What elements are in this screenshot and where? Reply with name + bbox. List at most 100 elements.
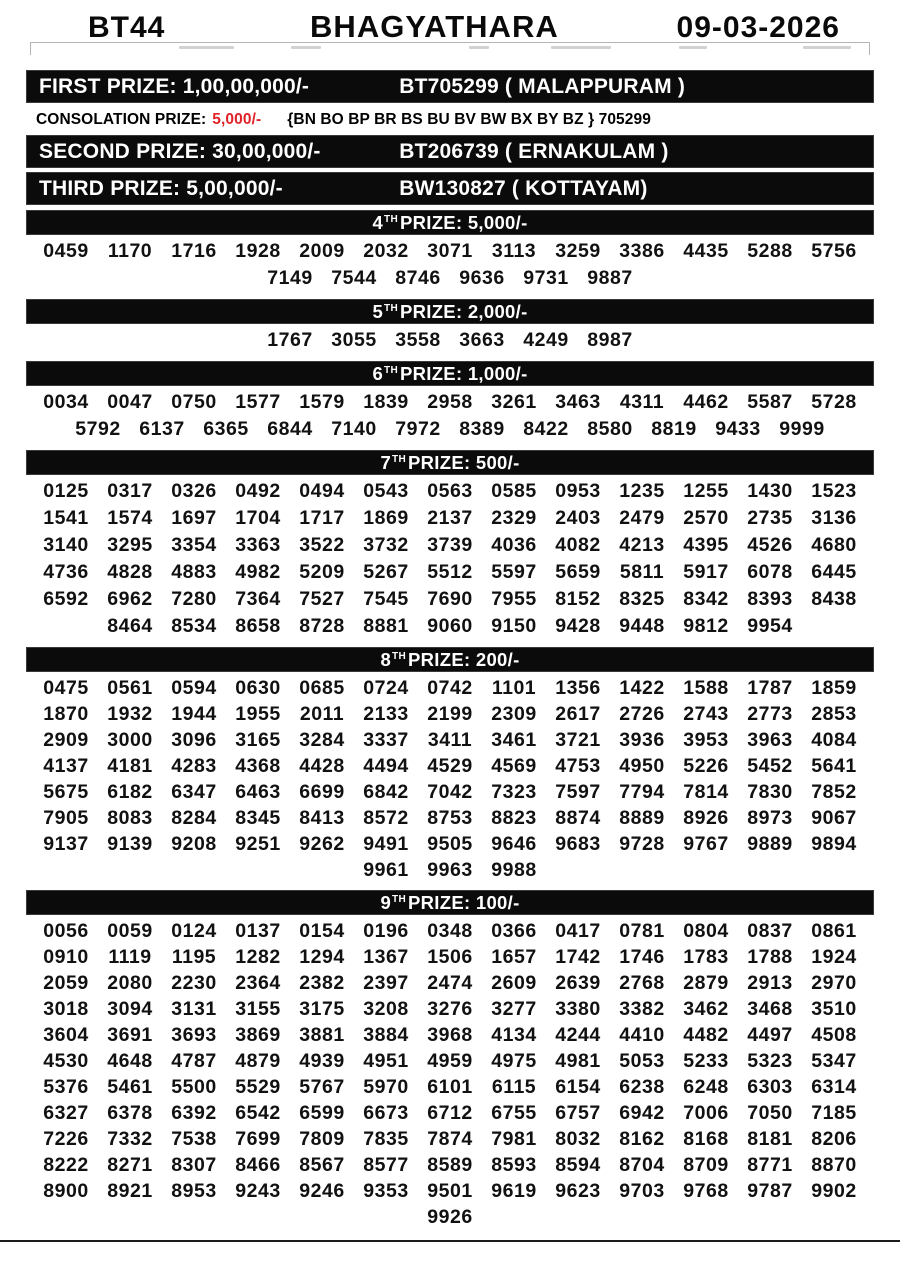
prize-number: 8987 <box>587 329 633 351</box>
tier-7-numbers: 0125 0317 0326 0492 0494 0543 0563 0585 0953 1235… <box>0 477 900 642</box>
prize-number: 2009 <box>299 240 345 262</box>
prize-number: 2970 <box>811 972 857 994</box>
prize-number: 1577 <box>235 391 281 413</box>
number-row: 0475 0561 0594 0630 0685 0724 0742 1101 1356 1422… <box>0 675 900 701</box>
prize-number: 9999 <box>779 418 825 440</box>
first-prize-label: FIRST PRIZE: 1,00,00,000/- <box>39 74 310 98</box>
prize-number: 9683 <box>555 833 601 855</box>
prize-number: 1579 <box>299 391 345 413</box>
prize-number: 3337 <box>363 729 409 751</box>
second-prize-winner: BT206739 ( ERNAKULAM ) <box>399 139 669 163</box>
prize-number: 6592 <box>43 588 89 610</box>
prize-number: 4981 <box>555 1050 601 1072</box>
prize-number: 3071 <box>427 240 473 262</box>
prize-number: 3055 <box>331 329 377 351</box>
prize-number: 9353 <box>363 1180 409 1202</box>
prize-number: 4959 <box>427 1050 473 1072</box>
tier-rank: 5 <box>372 300 384 322</box>
prize-number: 3382 <box>619 998 665 1020</box>
tier-6-numbers: 0034 0047 0750 1577 1579 1839 2958 3261 3463 4311… <box>0 388 900 445</box>
prize-number: 7830 <box>747 781 793 803</box>
prize-number: 0475 <box>43 677 89 699</box>
prize-number: 0561 <box>107 677 153 699</box>
prize-number: 6942 <box>619 1102 665 1124</box>
prize-number: 3354 <box>171 534 217 556</box>
prize-number: 0154 <box>299 920 345 942</box>
prize-number: 9243 <box>235 1180 281 1202</box>
prize-number: 9926 <box>427 1206 473 1228</box>
prize-number: 5452 <box>747 755 793 777</box>
prize-number: 6137 <box>139 418 185 440</box>
prize-number: 7545 <box>363 588 409 610</box>
prize-number: 7981 <box>491 1128 537 1150</box>
prize-number: 0417 <box>555 920 601 942</box>
prize-number: 7597 <box>555 781 601 803</box>
prize-number: 6378 <box>107 1102 153 1124</box>
prize-number: 3604 <box>43 1024 89 1046</box>
prize-number: 1839 <box>363 391 409 413</box>
prize-number: 4213 <box>619 534 665 556</box>
prize-number: 0047 <box>107 391 153 413</box>
draw-date: 09-03-2026 <box>676 11 840 44</box>
prize-number: 9646 <box>491 833 537 855</box>
prize-number: 8032 <box>555 1128 601 1150</box>
prize-number: 8284 <box>171 807 217 829</box>
prize-number: 1932 <box>107 703 153 725</box>
prize-number: 2913 <box>747 972 793 994</box>
prize-number: 3136 <box>811 507 857 529</box>
prize-number: 2726 <box>619 703 665 725</box>
cropped-row-strip <box>30 42 870 55</box>
lottery-name: BHAGYATHARA <box>310 9 559 44</box>
prize-number: 1294 <box>299 946 345 968</box>
prize-number: 8307 <box>171 1154 217 1176</box>
tier-5-prize-bar: 5 TH PRIZE: 2,000/- <box>26 299 874 324</box>
number-row: 4736 4828 4883 4982 5209 5267 5512 5597 5659 5811… <box>0 559 900 586</box>
number-row: 5792 6137 6365 6844 7140 7972 8389 8422 8580 8819… <box>0 416 900 443</box>
prize-number: 0034 <box>43 391 89 413</box>
prize-number: 1924 <box>811 946 857 968</box>
prize-number: 0953 <box>555 480 601 502</box>
prize-number: 3261 <box>491 391 537 413</box>
prize-number: 5659 <box>555 561 601 583</box>
number-row: 9926 <box>0 1204 900 1230</box>
prize-number: 9963 <box>427 859 473 881</box>
prize-number: 6154 <box>555 1076 601 1098</box>
prize-number: 7527 <box>299 588 345 610</box>
prize-number: 6712 <box>427 1102 473 1124</box>
third-prize-winner: BW130827 ( KOTTAYAM) <box>399 176 648 200</box>
prize-number: 1282 <box>235 946 281 968</box>
prize-number: 6445 <box>811 561 857 583</box>
prize-number: 0685 <box>299 677 345 699</box>
prize-number: 1657 <box>491 946 537 968</box>
prize-number: 0750 <box>171 391 217 413</box>
prize-number: 6115 <box>491 1076 537 1098</box>
prize-number: 8168 <box>683 1128 729 1150</box>
prize-number: 9208 <box>171 833 217 855</box>
prize-number: 1955 <box>235 703 281 725</box>
prize-number: 1767 <box>267 329 313 351</box>
prize-number: 4395 <box>683 534 729 556</box>
prize-number: 1944 <box>171 703 217 725</box>
number-row: 0125 0317 0326 0492 0494 0543 0563 0585 0953 1235… <box>0 478 900 505</box>
tier-9-numbers: 0056 0059 0124 0137 0154 0196 0348 0366 0417 0781… <box>0 917 900 1232</box>
prize-number: 1870 <box>43 703 89 725</box>
prize-number: 4435 <box>683 240 729 262</box>
prize-number: 1742 <box>555 946 601 968</box>
prize-number: 8973 <box>747 807 793 829</box>
tier-title: PRIZE: 200/- <box>407 648 520 670</box>
prize-number: 1541 <box>43 507 89 529</box>
prize-number: 1506 <box>427 946 473 968</box>
prize-number: 6463 <box>235 781 281 803</box>
prize-number: 7794 <box>619 781 665 803</box>
prize-number: 1859 <box>811 677 857 699</box>
prize-number: 4084 <box>811 729 857 751</box>
prize-number: 3096 <box>171 729 217 751</box>
prize-number: 0861 <box>811 920 857 942</box>
prize-number: 2479 <box>619 507 665 529</box>
prize-number: 8162 <box>619 1128 665 1150</box>
tier-5-numbers: 1767 3055 3558 3663 4249 8987 <box>0 326 900 356</box>
prize-number: 9787 <box>747 1180 793 1202</box>
prize-number: 8921 <box>107 1180 153 1202</box>
prize-number: 2403 <box>555 507 601 529</box>
bottom-divider <box>0 1240 900 1242</box>
